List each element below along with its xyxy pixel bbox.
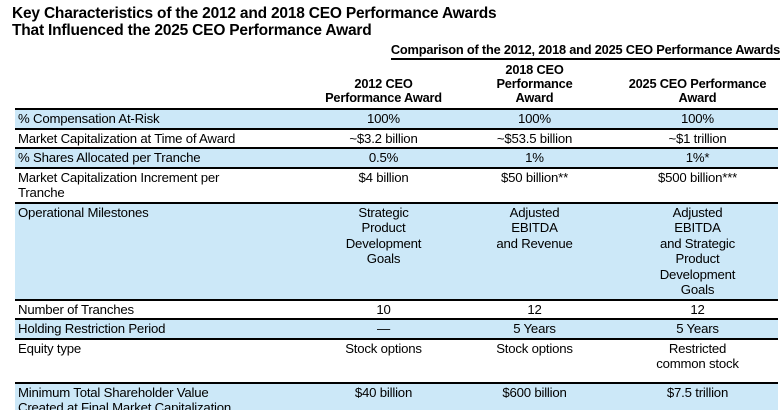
- column-header-2012: 2012 CEO Performance Award: [315, 61, 452, 110]
- row-label: Holding Restriction Period: [18, 321, 166, 336]
- cell-2025: 5 Years: [676, 321, 719, 336]
- table-row: Market Capitalization at Time of Award ~…: [15, 129, 778, 148]
- row-label: Equity type: [18, 340, 82, 356]
- table-row: Minimum Total Shareholder Value Created …: [15, 382, 778, 410]
- cell-2018: ~$53.5 billion: [496, 130, 573, 146]
- row-label: % Compensation At-Risk: [18, 111, 160, 126]
- cell-2018: Adjusted EBITDA and Revenue: [496, 204, 573, 251]
- table-row: Operational Milestones Strategic Product…: [15, 202, 778, 300]
- cell-2012: Stock options: [345, 340, 422, 356]
- cell-2025: 1%*: [685, 150, 710, 165]
- column-header-2025: 2025 CEO Performance Award: [617, 61, 778, 110]
- cell-2018: 12: [527, 301, 542, 317]
- row-label: Number of Tranches: [18, 301, 134, 317]
- table-header: 2012 CEO Performance Award 2018 CEO Perf…: [15, 61, 778, 110]
- cell-2018: 100%: [518, 111, 551, 126]
- cell-2012: 100%: [367, 111, 400, 126]
- table-caption: Comparison of the 2012, 2018 and 2025 CE…: [390, 42, 780, 60]
- table-row: % Compensation At-Risk 100% 100% 100%: [15, 109, 778, 129]
- page-title: Key Characteristics of the 2012 and 2018…: [12, 5, 497, 39]
- table-row: Equity type Stock options Stock options …: [15, 339, 778, 383]
- cell-2012: Strategic Product Development Goals: [345, 204, 422, 267]
- cell-2012: ~$3.2 billion: [349, 130, 418, 146]
- row-label: Minimum Total Shareholder Value Created …: [18, 384, 232, 410]
- cell-2012: —: [377, 321, 390, 336]
- cell-2012: 0.5%: [368, 150, 399, 165]
- cell-2025: $500 billion***: [657, 169, 738, 185]
- cell-2025: 100%: [681, 111, 714, 126]
- cell-2018: 1%: [525, 150, 544, 165]
- row-label: Market Capitalization at Time of Award: [18, 130, 236, 146]
- header-row: 2012 CEO Performance Award 2018 CEO Perf…: [15, 61, 778, 110]
- comparison-table: 2012 CEO Performance Award 2018 CEO Perf…: [15, 61, 778, 410]
- row-label: Operational Milestones: [18, 204, 149, 220]
- cell-2018: 5 Years: [513, 321, 556, 336]
- table-row: Number of Tranches 10 12 12: [15, 300, 778, 319]
- table-row: Holding Restriction Period — 5 Years 5 Y…: [15, 319, 778, 339]
- corner-cell: [15, 61, 315, 110]
- column-header-2018: 2018 CEO Performance Award: [452, 61, 617, 110]
- cell-2012: 10: [376, 301, 391, 317]
- cell-2025: ~$1 trillion: [668, 130, 727, 146]
- cell-2018: $50 billion**: [500, 169, 569, 185]
- table-row: % Shares Allocated per Tranche 0.5% 1% 1…: [15, 148, 778, 168]
- row-label: Market Capitalization Increment per Tran…: [18, 169, 220, 201]
- cell-2025: Restricted common stock: [656, 340, 739, 372]
- table-body: % Compensation At-Risk 100% 100% 100% Ma…: [15, 109, 778, 410]
- cell-2018: $600 billion: [502, 384, 567, 400]
- table-row: Market Capitalization Increment per Tran…: [15, 168, 778, 203]
- row-label: % Shares Allocated per Tranche: [18, 150, 201, 165]
- cell-2025: 12: [690, 301, 705, 317]
- cell-2025: Adjusted EBITDA and Strategic Product De…: [659, 204, 736, 298]
- table-caption-row: Comparison of the 2012, 2018 and 2025 CE…: [0, 42, 781, 60]
- cell-2012: $40 billion: [354, 384, 413, 400]
- cell-2018: Stock options: [496, 340, 573, 356]
- cell-2025: $7.5 trillion: [666, 384, 729, 400]
- cell-2012: $4 billion: [358, 169, 409, 185]
